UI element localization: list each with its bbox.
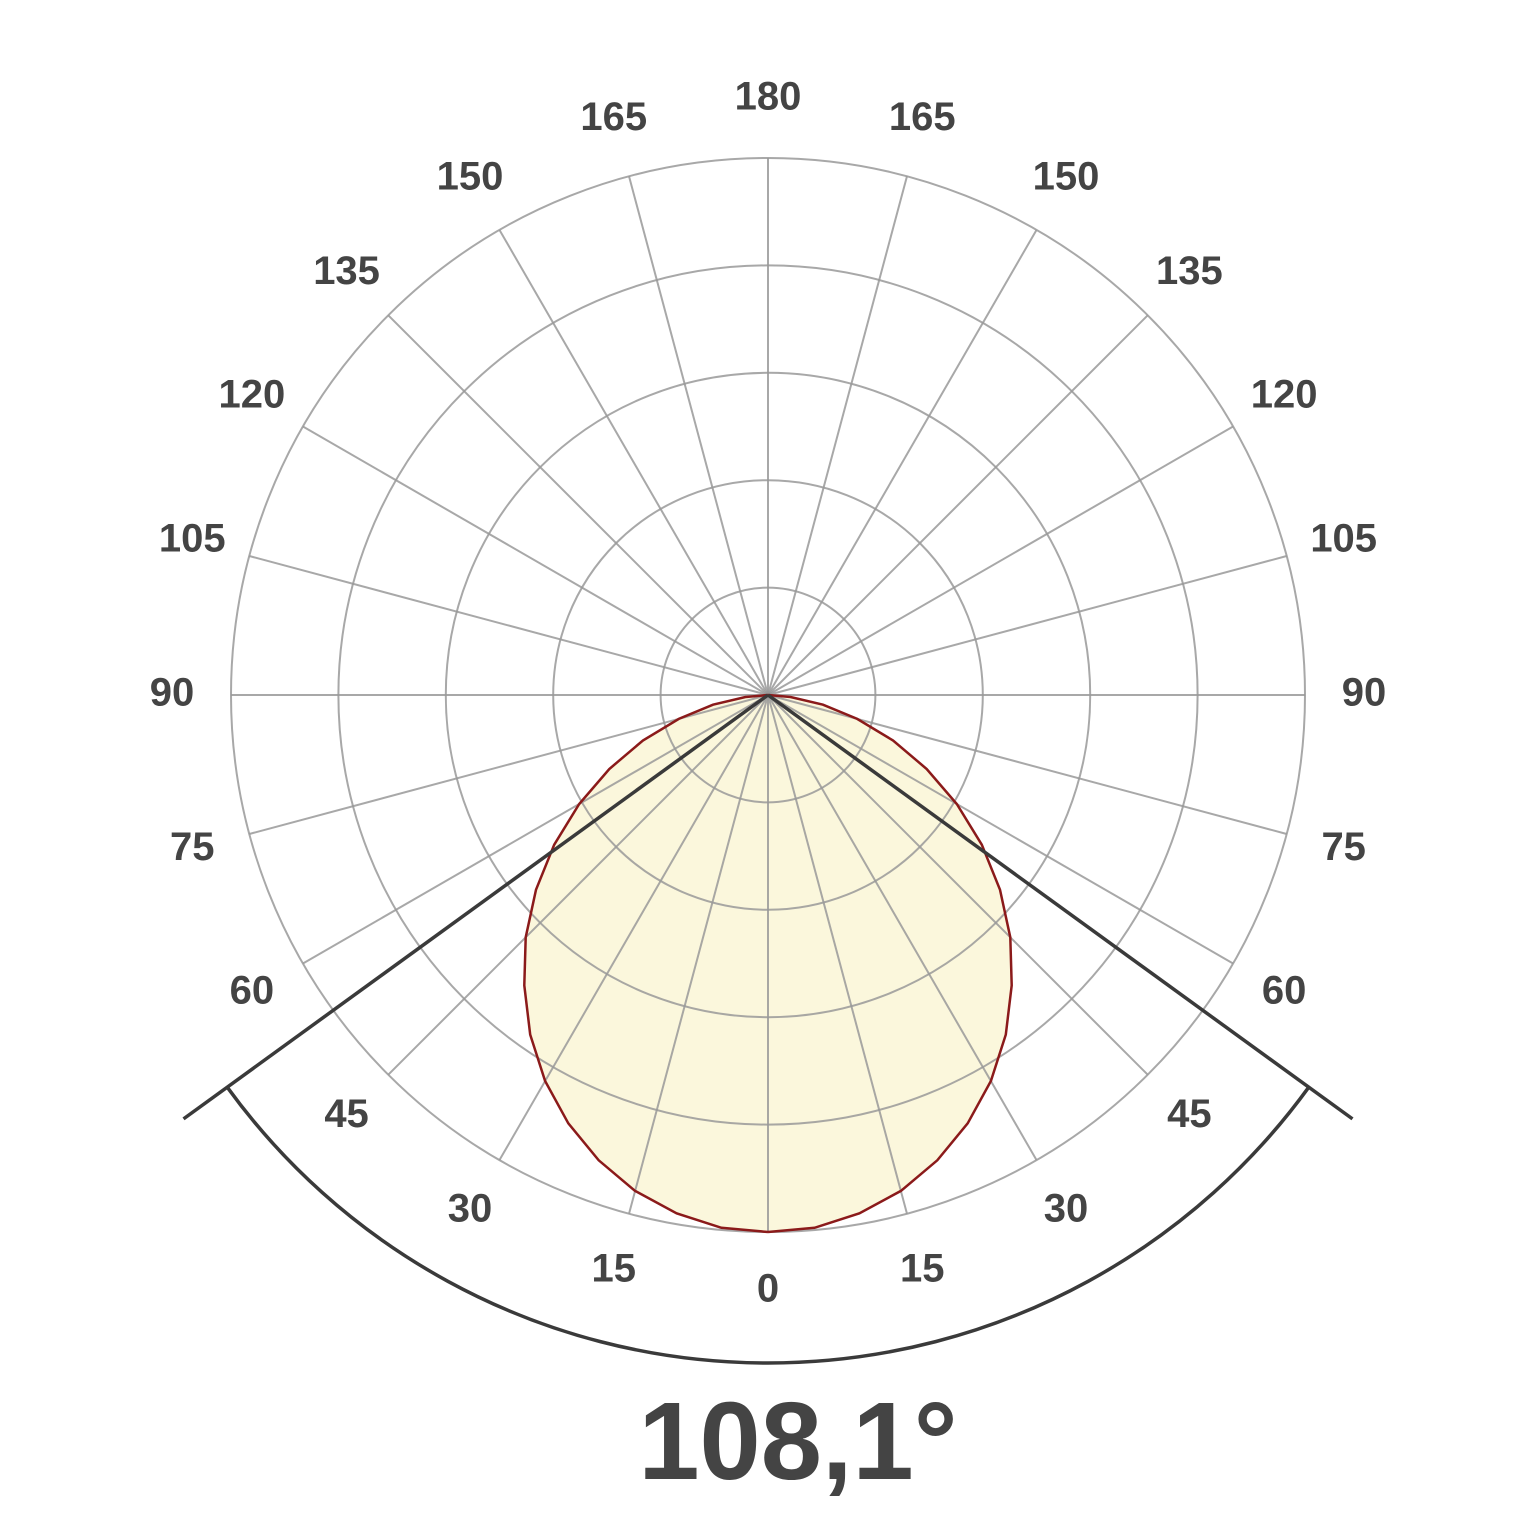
beam-angle-label: 108,1° [638,1380,957,1503]
angle-label: 165 [580,95,647,139]
angle-label: 60 [1262,969,1307,1013]
grid-spoke [767,694,908,1214]
grid-spoke [498,694,769,1161]
grid-spoke [628,176,769,696]
curve [523,693,769,1234]
angle-label: 45 [324,1092,369,1136]
grid-spoke [498,229,769,696]
angle-label: 15 [591,1246,636,1290]
angle-label: 30 [1044,1187,1089,1231]
grid-spoke [767,314,1149,696]
angle-label: 105 [159,516,226,560]
angle-label: 30 [448,1187,493,1231]
angle-label: 0 [757,1267,779,1311]
beam-line [182,693,770,1121]
grid-spoke [387,694,769,1076]
angle-label: 90 [1342,671,1387,715]
grid-spoke [302,425,769,696]
angle-label: 105 [1310,516,1377,560]
grid-spoke [767,176,908,696]
angle-label: 135 [313,249,380,293]
curve [767,693,1013,1234]
grid-spoke [767,555,1287,696]
grid-spoke [767,694,1149,1076]
angle-label: 120 [218,373,285,417]
grid-spoke [767,425,1234,696]
angle-label: 120 [1251,373,1318,417]
grid-spoke [249,555,769,696]
angle-label: 75 [1321,825,1366,869]
grid-spoke [767,694,1038,1161]
grid-spoke [302,694,769,965]
grid-spoke [628,694,769,1214]
angle-label: 135 [1156,249,1223,293]
angle-label: 150 [437,154,504,198]
grid-spoke [767,229,1038,696]
grid-spoke [767,694,1234,965]
angle-label: 45 [1167,1092,1212,1136]
angle-label: 15 [900,1246,945,1290]
angle-label: 165 [889,95,956,139]
angle-label: 60 [230,969,275,1013]
angle-label: 150 [1033,154,1100,198]
grid-spoke [387,314,769,696]
angle-label: 75 [170,825,215,869]
beam-line [766,693,1354,1121]
beam-arc [225,1086,1311,1365]
angle-label: 90 [150,671,195,715]
angle-label: 180 [735,75,802,119]
